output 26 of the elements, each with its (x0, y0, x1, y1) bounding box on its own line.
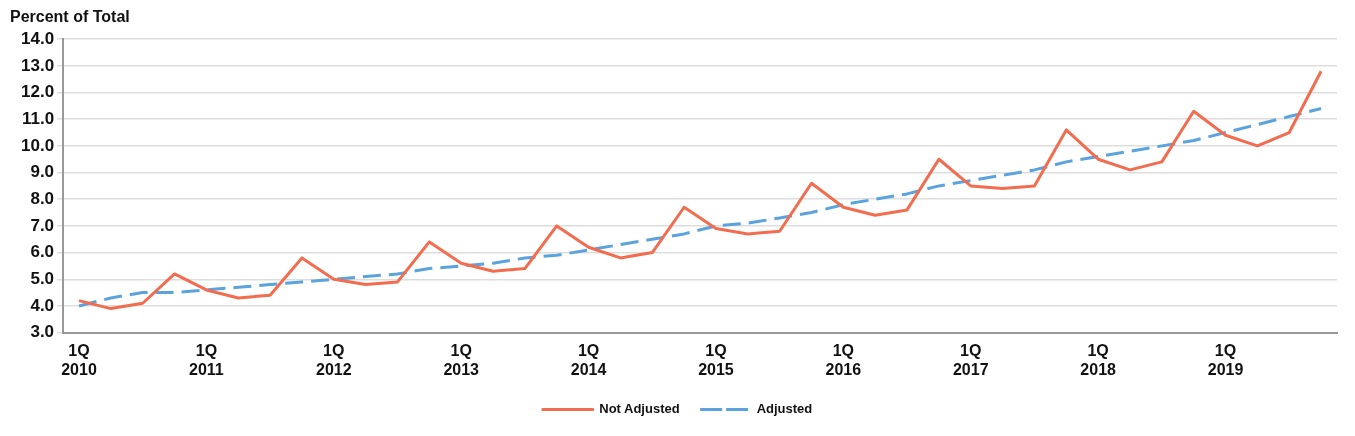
y-tick-label: 6.0 (30, 242, 55, 262)
x-tick-label: 1Q 2018 (1080, 341, 1117, 378)
x-tick-label: 1Q 2019 (1207, 341, 1244, 378)
legend-label: Adjusted (756, 401, 813, 417)
y-tick-label: 4.0 (30, 295, 55, 315)
x-tick-label: 1Q 2011 (189, 341, 224, 378)
y-tick-label: 7.0 (30, 215, 55, 235)
x-tick-label: 1Q 2012 (316, 341, 352, 378)
y-tick-label: 9.0 (30, 162, 55, 182)
y-axis-title: Percent of Total (10, 8, 131, 26)
legend-label: Not Adjusted (599, 401, 680, 417)
y-tick-label: 11.0 (21, 108, 55, 128)
line-series (77, 107, 1323, 308)
x-tick-label: 1Q 2014 (570, 341, 607, 378)
y-tick-label: 5.0 (30, 268, 55, 288)
x-tick-label: 1Q 2015 (698, 341, 734, 378)
x-tick-label: 1Q 2016 (825, 341, 862, 378)
x-tick-label: 1Q 2017 (952, 341, 989, 378)
y-tick-label: 3.0 (30, 322, 55, 342)
y-tick-label: 12.0 (20, 82, 55, 102)
y-tick-label: 13.0 (20, 55, 55, 75)
x-tick-label: 1Q 2010 (61, 341, 97, 378)
y-tick-label: 10.0 (20, 135, 55, 155)
y-tick-label: 14.0 (20, 28, 55, 48)
y-tick-label: 8.0 (30, 188, 55, 208)
x-tick-label: 1Q 2013 (443, 341, 480, 378)
